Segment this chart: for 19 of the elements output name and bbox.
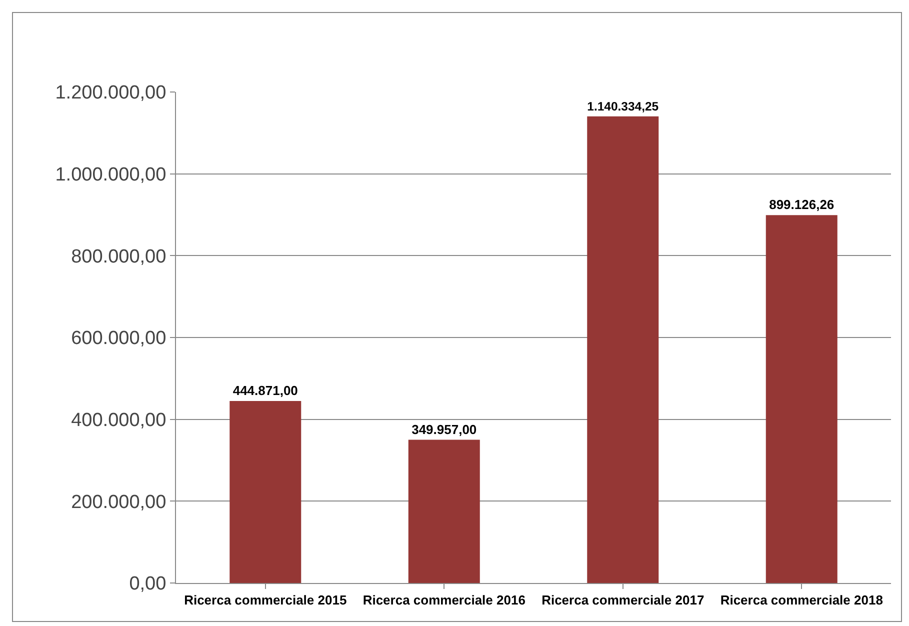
data-label: 349.957,00 — [412, 422, 477, 437]
bar — [408, 440, 480, 583]
data-label: 1.140.334,25 — [587, 100, 659, 114]
y-tick-label: 1.000.000,00 — [55, 164, 166, 186]
data-label: 899.126,26 — [769, 197, 834, 212]
y-tick-label: 0,00 — [129, 574, 166, 595]
x-tick-label: Ricerca commerciale 2018 — [720, 592, 883, 608]
x-tick-label: Ricerca commerciale 2016 — [362, 592, 526, 608]
y-tick-label: 800.000,00 — [71, 246, 166, 268]
x-tick-label: Ricerca commerciale 2015 — [184, 592, 347, 608]
x-tick-label: Ricerca commerciale 2017 — [542, 592, 704, 608]
bar — [230, 400, 302, 583]
y-tick-label: 600.000,00 — [71, 328, 166, 350]
data-label: 444.871,00 — [232, 382, 298, 398]
y-tick-label: 200.000,00 — [71, 492, 166, 513]
bar — [766, 215, 838, 583]
bar — [587, 116, 659, 583]
y-tick-label: 1.200.000,00 — [55, 82, 166, 104]
y-tick-label: 400.000,00 — [71, 410, 166, 431]
